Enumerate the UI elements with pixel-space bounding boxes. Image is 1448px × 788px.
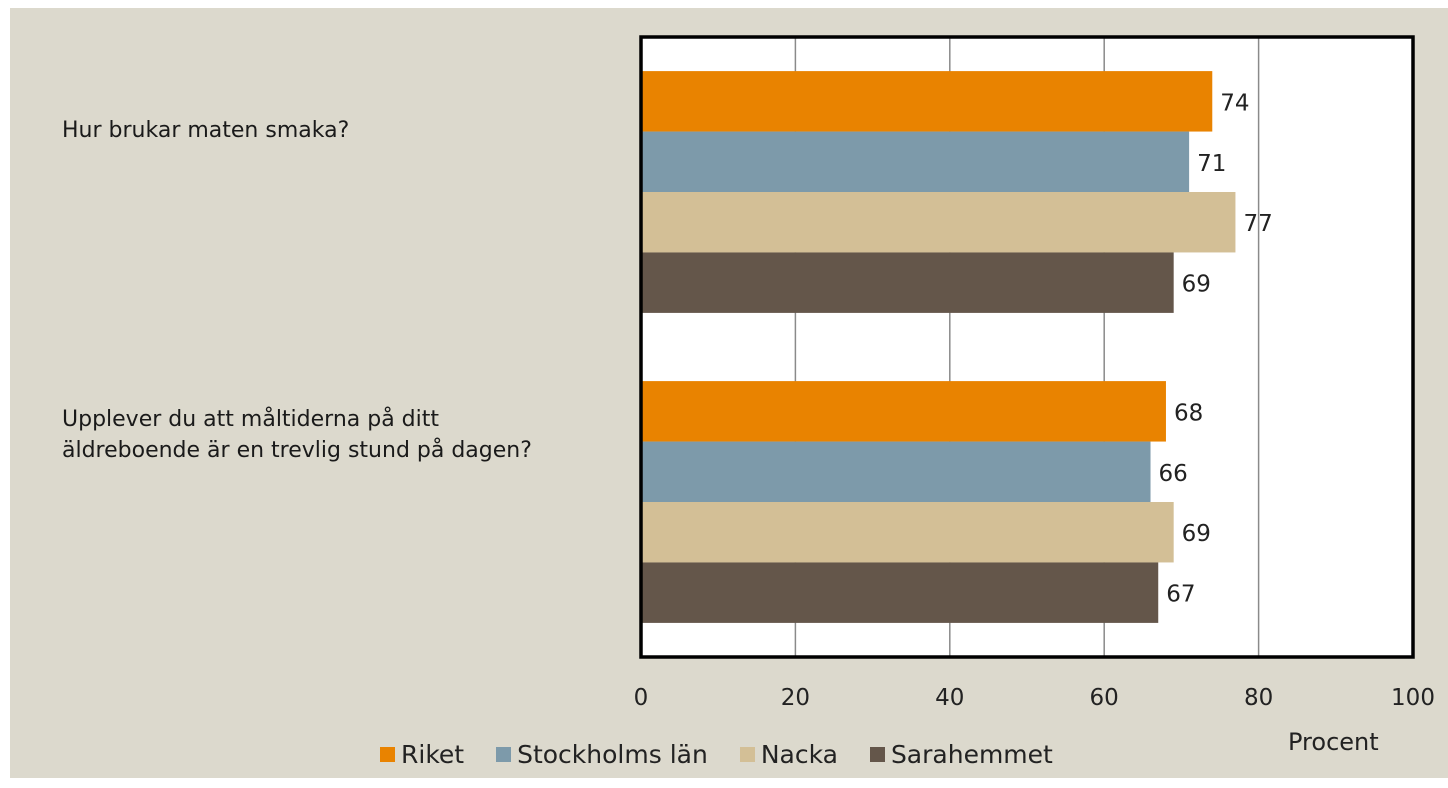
x-axis-label: Procent — [1288, 728, 1379, 756]
data-label-stockholms-l-n-cat1: 71 — [1197, 151, 1226, 177]
data-label-nacka-cat2: 69 — [1182, 521, 1211, 547]
legend-swatch-stockholms-lan — [496, 747, 512, 762]
data-label-sarahemmet-cat1: 69 — [1182, 272, 1211, 298]
bar-riket-cat1 — [641, 71, 1213, 132]
bar-sarahemmet-cat1 — [641, 252, 1174, 313]
x-tick-label-80: 80 — [1244, 685, 1273, 711]
x-tick-label-0: 0 — [634, 685, 649, 711]
x-tick-label-100: 100 — [1391, 685, 1435, 711]
legend-swatch-sarahemmet — [869, 747, 885, 762]
data-label-riket-cat1: 74 — [1220, 90, 1249, 116]
category-label-meal-moment: Upplever du att måltiderna på ditt äldre… — [62, 407, 532, 463]
legend-label-sarahemmet: Sarahemmet — [890, 740, 1053, 769]
data-label-riket-cat2: 68 — [1174, 400, 1203, 426]
legend-item-riket: Riket — [380, 740, 464, 769]
x-tick-label-20: 20 — [781, 685, 810, 711]
plot-border — [639, 35, 1415, 659]
x-tick-label-40: 40 — [935, 685, 964, 711]
bar-stockholms-l-n-cat1 — [641, 131, 1190, 192]
legend-swatch-nacka — [739, 747, 755, 762]
bar-nacka-cat1 — [641, 192, 1236, 253]
bar-stockholms-l-n-cat2 — [641, 441, 1151, 502]
legend-label-riket: Riket — [401, 740, 465, 769]
legend-swatch-riket — [380, 747, 395, 762]
data-label-stockholms-l-n-cat2: 66 — [1159, 461, 1188, 487]
legend-label-nacka: Nacka — [760, 740, 838, 769]
legend: Riket Stockholms län Nacka Sarahemmet — [380, 740, 1085, 769]
data-label-nacka-cat1: 77 — [1243, 211, 1272, 237]
bar-riket-cat2 — [641, 381, 1166, 442]
x-tick-label-60: 60 — [1090, 685, 1119, 711]
legend-label-stockholms-lan: Stockholms län — [517, 740, 708, 769]
category-label-taste: Hur brukar maten smaka? — [62, 118, 350, 143]
legend-item-nacka: Nacka — [739, 740, 838, 769]
legend-item-stockholms-lan: Stockholms län — [496, 740, 708, 769]
bar-nacka-cat2 — [641, 502, 1174, 563]
legend-item-sarahemmet: Sarahemmet — [869, 740, 1053, 769]
bar-sarahemmet-cat2 — [641, 562, 1159, 623]
data-label-sarahemmet-cat2: 67 — [1166, 582, 1195, 608]
